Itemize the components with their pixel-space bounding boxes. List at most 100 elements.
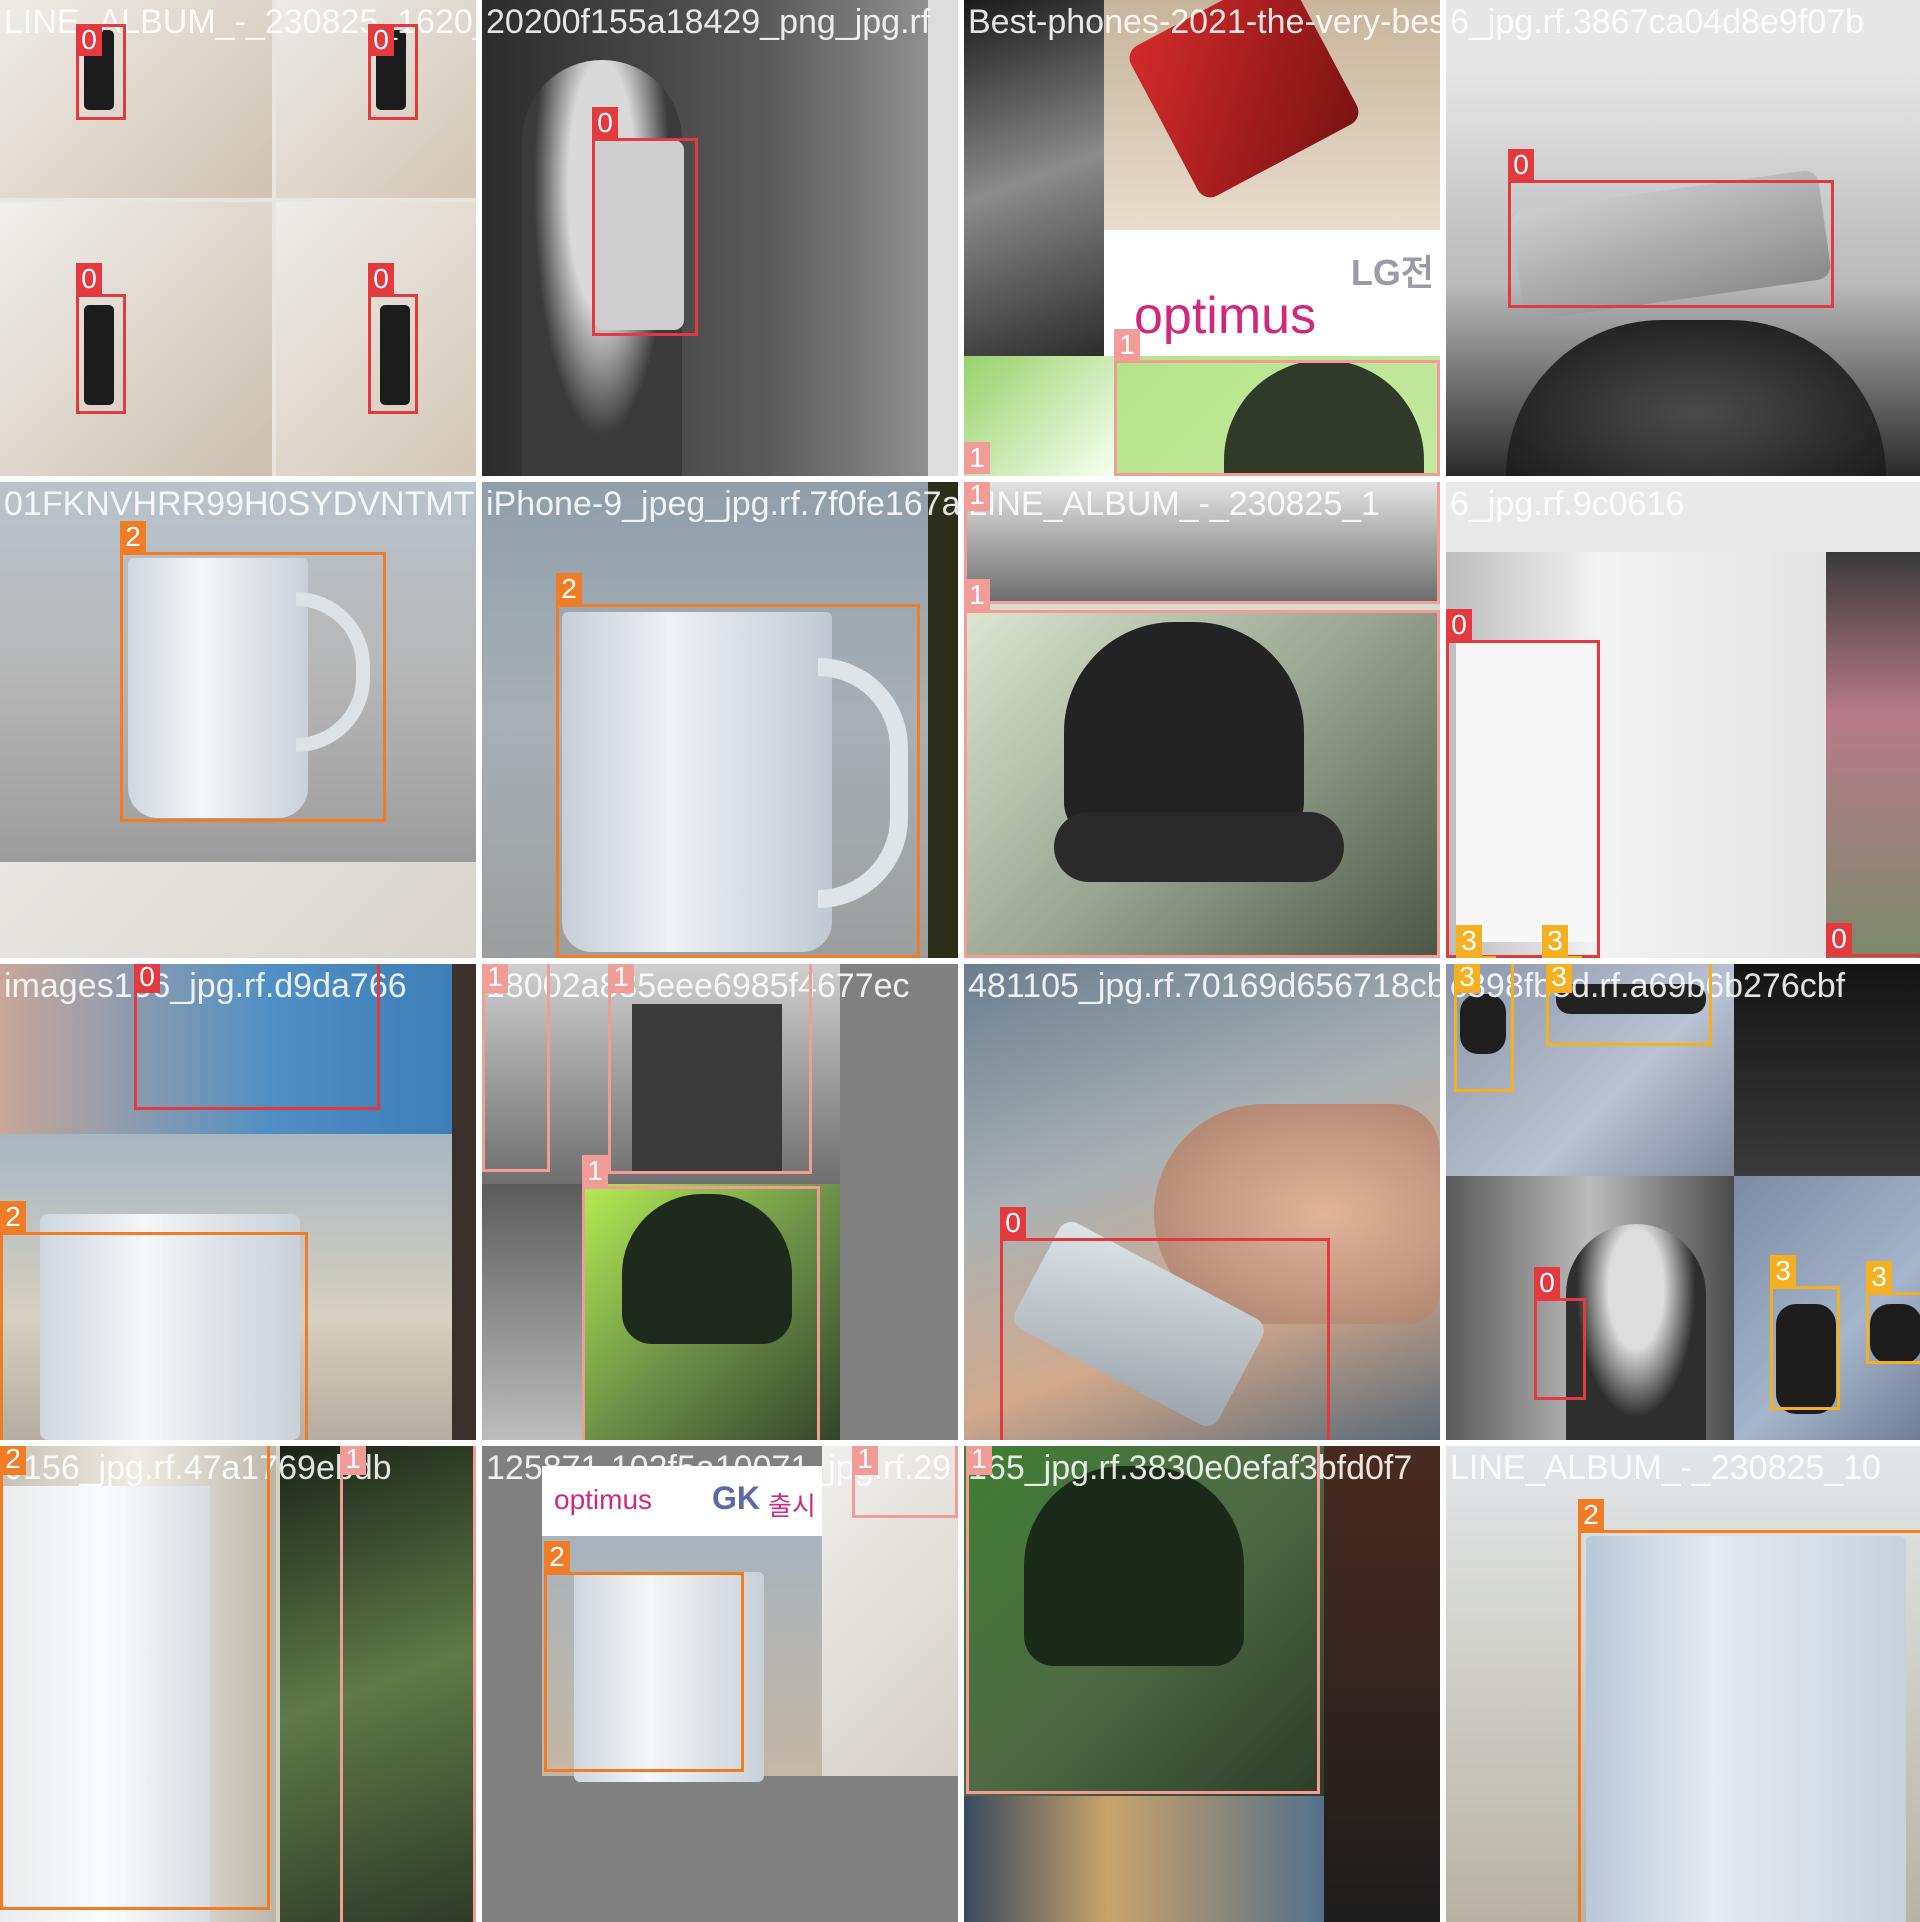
image-patch [822,1446,958,1776]
tile-filename: LINE_ALBUM_-_230825_10 [1450,1449,1881,1487]
class-label: 0 [76,24,102,56]
bounding-box: 2 [0,1446,270,1910]
image-patch [1324,1446,1440,1922]
image-patch [1734,964,1920,1176]
class-label: 2 [0,1446,26,1475]
class-label: 2 [120,521,146,553]
class-label: 0 [1508,149,1534,181]
class-label: 1 [964,442,990,474]
person-silhouette [1566,1224,1706,1440]
image-patch [0,202,272,476]
tile: LINE_ALBUM_-_230825_1 1 1 [964,482,1440,958]
bounding-box: 3 [1866,1261,1920,1364]
image-patch [964,482,1440,604]
chair-object [1024,1466,1244,1666]
class-label: 3 [1770,1255,1796,1287]
class-label: 1 [964,482,990,511]
tile: 20200f155a18429_png_jpg.rf 0 [482,0,958,476]
mug-object [574,1572,764,1782]
tile: LINE_ALBUM_-_230825_1620_jpg.rf. 0 0 0 0 [0,0,476,476]
phone-object [1456,642,1596,942]
tile: iPhone-9_jpeg_jpg.rf.7f0fe167a 2 [482,482,958,958]
bounding-box: 0 [134,964,380,1110]
bounding-box: 1 [964,482,1440,604]
tile: c398fb8d.rf.a69b6b276cbf 3 3 0 3 3 [1446,964,1920,1440]
bounding-box: 1 [482,964,550,1172]
class-label: 2 [544,1541,570,1573]
chair-object [622,1194,792,1344]
tile: LINE_ALBUM_-_230825_10 2 [1446,1446,1920,1922]
image-patch [0,964,452,1134]
tile: LG전 optimus Best-phones-2021-the-very-be… [964,0,1440,476]
class-label: 3 [1866,1261,1892,1293]
tile-filename: 20200f155a18429_png_jpg.rf [486,3,931,41]
bounding-box: 3 [1454,964,1514,1092]
phone-object [84,305,114,405]
tile: 6_jpg.rf.9c0616 0 3 3 0 [1446,482,1920,958]
class-label: 2 [556,573,582,605]
tile-filename: iPhone-9_jpeg_jpg.rf.7f0fe167a [486,485,958,523]
bounding-box: 1 [608,964,812,1174]
class-label: 3 [1456,925,1482,957]
mug-object [0,1486,210,1922]
class-label: 2 [1578,1499,1604,1531]
bounding-box: 0 [1534,1267,1586,1400]
tile: 18002a835eee6985f4677ec 1 1 1 [482,964,958,1440]
class-label: 0 [1826,923,1852,955]
bounding-box: 2 [120,521,386,822]
bounding-box: 1 [1114,329,1440,476]
bounding-box: 0 [592,107,698,336]
tile: 01FKNVHRR99H0SYDVNTMTP3869 2 [0,482,476,958]
bounding-box: 0 [1446,609,1600,958]
class-label: 3 [1546,964,1572,993]
bounding-box: 0 [368,24,418,120]
bounding-box: 2 [0,1201,308,1440]
bounding-box: 0 [1000,1207,1330,1440]
sunglasses-object [1556,984,1706,1014]
class-label: 1 [340,1446,366,1475]
image-patch [0,0,272,198]
hair-texture [1506,320,1886,476]
class-label: 3 [1454,964,1480,993]
sunglasses-object [1870,1304,1920,1364]
tile: images136_jpg.rf.d9da766 0 2 [0,964,476,1440]
bounding-box: 3 [1770,1255,1840,1410]
banner-patch: optimus GK 출시 [542,1466,822,1536]
bounding-box: 1 [582,1155,820,1440]
class-label: 2 [0,1201,26,1233]
image-patch [1826,552,1920,958]
banner-text-release: 출시 [768,1491,816,1521]
tile: 481105_jpg.rf.70169d656718cb 0 [964,964,1440,1440]
hand-object [1154,1104,1440,1324]
tile: 6_jpg.rf.3867ca04d8e9f07b 0 [1446,0,1920,476]
class-label: 0 [1534,1267,1560,1299]
tile-filename: 481105_jpg.rf.70169d656718cb [968,967,1440,1005]
bounding-box: 3 [1542,925,1582,958]
image-patch [452,964,476,1440]
image-patch [1446,0,1920,70]
bounding-box: 1 [966,1446,1320,1794]
bounding-box: 1 [852,1446,958,1518]
bounding-box: 2 [1578,1499,1920,1922]
banner-text-optimus: optimus [554,1484,653,1515]
class-label: 1 [608,964,634,993]
class-label: 0 [76,263,102,295]
class-label: 1 [966,1446,992,1475]
chair-object [632,1004,782,1174]
sunglasses-object [1776,1304,1836,1414]
bounding-box: 0 [1826,923,1920,958]
image-patch [928,482,958,958]
bounding-box: 0 [368,263,418,414]
class-label: 1 [582,1155,608,1187]
tile-filename: 01FKNVHRR99H0SYDVNTMTP3869 [4,485,476,523]
class-label: 1 [852,1446,878,1475]
bounding-box: 3 [1546,964,1712,1046]
class-label: 0 [592,107,618,139]
bounding-box: 2 [556,573,920,958]
class-label: 3 [1542,925,1568,957]
tile-filename: 6_jpg.rf.9c0616 [1450,485,1685,523]
tile: 0156_jpg.rf.47a1769ebdb 2 1 [0,1446,476,1922]
banner-text-lg: LG전 [1350,252,1434,293]
image-patch [482,1184,582,1440]
bounding-box: 0 [76,263,126,414]
